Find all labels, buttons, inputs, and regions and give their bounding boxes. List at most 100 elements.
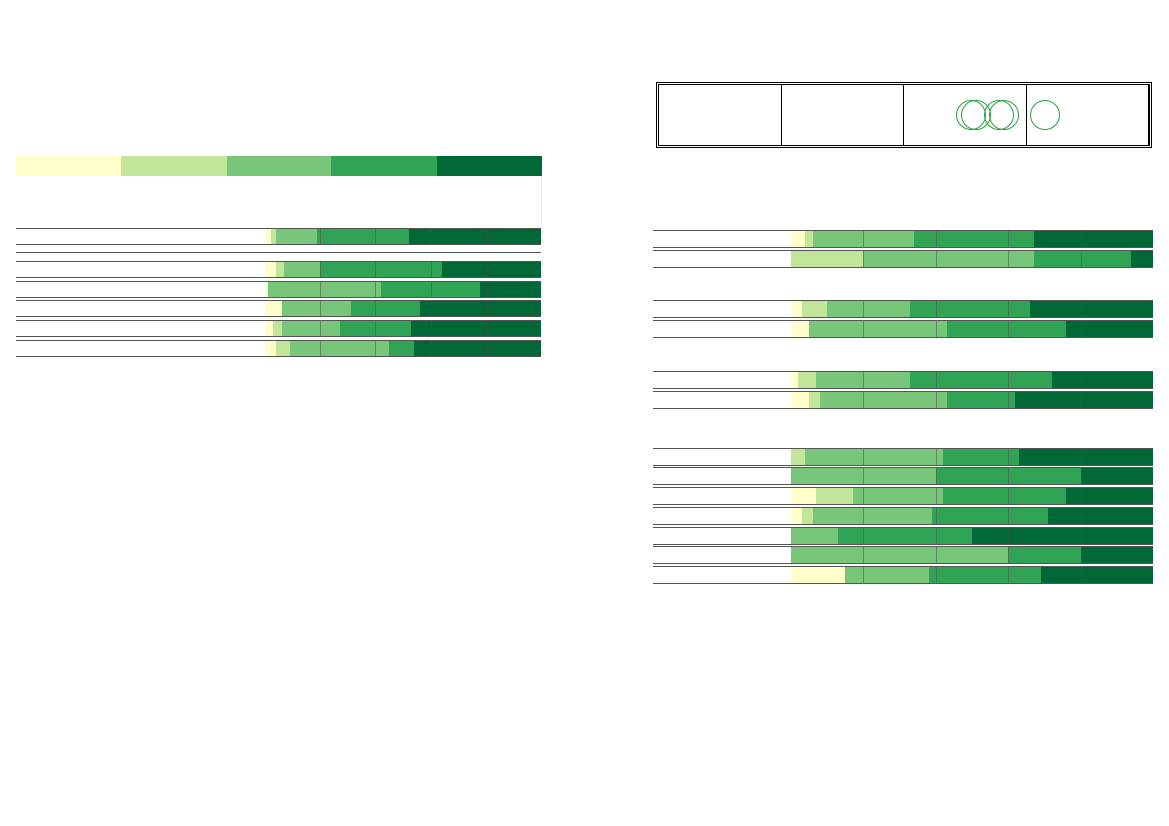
- legend-swatch-4: [331, 156, 437, 176]
- gridline: [863, 567, 865, 583]
- bar-segment-2: [273, 321, 282, 336]
- bar-segment-5: [1048, 508, 1153, 524]
- gridline: [935, 392, 937, 408]
- row-rule: [653, 546, 791, 547]
- stacked-bar: [265, 321, 541, 336]
- stacked-bar: [791, 321, 1153, 337]
- gridline: [320, 229, 322, 244]
- gridline: [430, 321, 432, 336]
- bar-segment-5: [1131, 251, 1153, 267]
- gridline: [863, 301, 865, 317]
- row-label: [653, 508, 791, 525]
- gridline: [430, 301, 432, 316]
- bar-segment-3: [816, 372, 911, 388]
- stacked-bar: [791, 488, 1153, 504]
- gridline: [320, 262, 322, 277]
- gridline: [935, 528, 937, 544]
- gridline: [485, 321, 487, 336]
- bar-segment-5: [1015, 392, 1153, 408]
- gridline: [935, 488, 937, 504]
- bar-segment-5: [1029, 301, 1153, 317]
- gridline: [430, 282, 432, 297]
- bar-segment-3: [276, 229, 318, 244]
- gridline: [430, 229, 432, 244]
- bar-segment-2: [801, 301, 828, 317]
- ring-icon: [989, 100, 1019, 130]
- bar-segment-4: [928, 567, 1041, 583]
- bar-segment-2: [809, 392, 820, 408]
- bar-segment-5: [972, 528, 1153, 544]
- row-rule: [16, 261, 265, 262]
- bar-segment-5: [1066, 488, 1153, 504]
- stacked-bar: [265, 282, 541, 297]
- bar-segment-4: [943, 488, 1067, 504]
- bar-segment-5: [1040, 567, 1153, 583]
- gridline: [935, 508, 937, 524]
- stacked-bar: [265, 262, 541, 277]
- bar-segment-2: [816, 488, 853, 504]
- row-label: [653, 567, 791, 584]
- legend-swatch-5: [437, 156, 542, 176]
- bar-segment-3: [863, 251, 1034, 267]
- gridline: [430, 262, 432, 277]
- gridline: [863, 449, 865, 465]
- bar-segment-3: [281, 321, 340, 336]
- gridline: [863, 321, 865, 337]
- stacked-bar: [791, 567, 1153, 583]
- gridline: [1080, 547, 1082, 563]
- gridline: [935, 321, 937, 337]
- stacked-bar: [791, 392, 1153, 408]
- gridline: [1080, 449, 1082, 465]
- gridline: [863, 508, 865, 524]
- bar-segment-2: [805, 231, 813, 247]
- bar-segment-2: [276, 262, 285, 277]
- bar-segment-3: [819, 392, 947, 408]
- bar-segment-1: [265, 341, 277, 356]
- bar-segment-4: [350, 301, 420, 316]
- row-rule: [653, 300, 791, 301]
- bar-segment-5: [414, 341, 541, 356]
- bar-segment-5: [1019, 449, 1153, 465]
- bar-segment-5: [411, 321, 541, 336]
- gridline: [935, 449, 937, 465]
- stacked-bar: [791, 547, 1153, 563]
- stacked-bar: [791, 301, 1153, 317]
- bar-segment-5: [1080, 468, 1153, 484]
- gridline: [863, 372, 865, 388]
- stacked-bar: [791, 372, 1153, 388]
- row-label: [653, 321, 791, 338]
- bar-segment-2: [801, 508, 813, 524]
- bar-segment-3: [805, 449, 944, 465]
- row-label: [653, 547, 791, 564]
- bar-segment-3: [267, 282, 381, 297]
- gridline: [320, 321, 322, 336]
- row-rule: [653, 566, 791, 567]
- gridline: [320, 301, 322, 316]
- row-label: [653, 231, 791, 248]
- bar-segment-4: [317, 229, 409, 244]
- stacked-bar: [265, 341, 541, 356]
- gridline: [1008, 231, 1010, 247]
- gridline: [1080, 508, 1082, 524]
- gridline: [485, 301, 487, 316]
- row-rule: [16, 320, 265, 321]
- row-rule: [653, 371, 791, 372]
- row-label: [16, 282, 265, 298]
- bar-segment-1: [791, 301, 802, 317]
- gridline: [935, 231, 937, 247]
- bar-segment-4: [910, 372, 1052, 388]
- bar-segment-1: [265, 321, 274, 336]
- bar-segment-4: [932, 508, 1048, 524]
- bar-segment-3: [812, 508, 933, 524]
- stacked-bar: [791, 528, 1153, 544]
- bar-segment-4: [946, 392, 1016, 408]
- gridline: [935, 547, 937, 563]
- gridline: [1080, 301, 1082, 317]
- bar-segment-3: [852, 488, 944, 504]
- gridline: [863, 468, 865, 484]
- bar-segment-1: [265, 282, 268, 297]
- gridline: [935, 567, 937, 583]
- row-rule: [16, 281, 265, 282]
- row-label: [653, 251, 791, 268]
- bar-segment-4: [380, 282, 481, 297]
